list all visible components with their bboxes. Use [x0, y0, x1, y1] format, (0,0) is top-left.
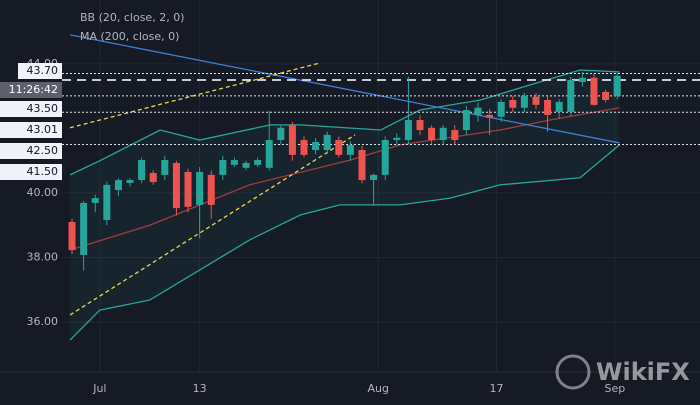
candle-body	[207, 174, 215, 205]
candle-body	[602, 91, 610, 101]
candle-body	[196, 171, 204, 205]
x-tick-label: 13	[193, 382, 207, 395]
candle-body	[138, 160, 146, 181]
candle-body	[462, 110, 470, 131]
price-label: 43.70	[27, 64, 59, 77]
candle-body	[242, 162, 250, 168]
y-tick-label: 38.00	[27, 250, 59, 263]
candle-body	[393, 137, 401, 141]
y-tick-label: 40.00	[27, 186, 59, 199]
candle-body	[613, 75, 621, 96]
indicator-line	[69, 144, 620, 341]
candle-body	[184, 171, 192, 207]
candle-body	[474, 107, 482, 115]
candle-body	[428, 127, 436, 141]
candle-body	[404, 120, 412, 141]
price-label: 43.50	[27, 102, 59, 115]
candle-body	[254, 160, 262, 165]
candle-body	[555, 101, 563, 112]
bb-fill	[70, 70, 620, 341]
x-tick-label: Aug	[368, 382, 389, 395]
candle-body	[335, 140, 343, 155]
candle-body	[346, 144, 354, 155]
candle-body	[80, 202, 88, 255]
legend-bb: BB (20, close, 2, 0)	[80, 11, 184, 24]
watermark: WikiFX	[596, 358, 690, 386]
candle-body	[219, 160, 227, 175]
indicator-line	[69, 69, 620, 176]
candle-body	[230, 160, 238, 165]
candle-body	[312, 141, 320, 151]
candle-body	[288, 124, 296, 155]
price-label: 42.50	[27, 144, 59, 157]
candle-body	[358, 150, 366, 181]
candle-body	[544, 100, 552, 115]
indicator-line	[69, 34, 620, 144]
price-label-box	[0, 164, 62, 180]
candle-body	[509, 100, 517, 108]
watermark-icon	[555, 354, 591, 390]
candle-body	[567, 80, 575, 112]
candle-body	[381, 140, 389, 175]
price-label-box	[18, 63, 62, 79]
indicator-line	[69, 134, 356, 316]
candle-body	[451, 130, 459, 141]
candle-body	[520, 95, 528, 108]
candle-body	[439, 127, 447, 141]
x-tick-label: Sep	[604, 382, 625, 395]
candle-body	[590, 77, 598, 105]
candle-body	[300, 140, 308, 155]
candle-body	[370, 174, 378, 181]
candle-body	[416, 120, 424, 131]
candle-body	[172, 162, 180, 209]
countdown-box	[0, 82, 62, 98]
price-label-box	[0, 122, 62, 138]
price-label: 43.01	[27, 123, 59, 136]
y-tick-label: 36.00	[27, 315, 59, 328]
candle-body	[578, 77, 586, 82]
price-label-box	[0, 101, 62, 117]
x-tick-label: 17	[490, 382, 504, 395]
candle-body	[126, 180, 134, 183]
candle-body	[91, 198, 99, 203]
legend-ma: MA (200, close, 0)	[80, 30, 179, 43]
candle-body	[114, 180, 122, 191]
price-label: 41.50	[27, 165, 59, 178]
candle-body	[149, 172, 157, 182]
candle-body	[532, 96, 540, 105]
candle-body	[103, 184, 111, 221]
candle-body	[265, 140, 273, 168]
candle-body	[68, 221, 76, 251]
candle-body	[277, 127, 285, 141]
candle-body	[161, 160, 169, 175]
candle-body	[323, 134, 331, 151]
x-tick-label: Jul	[92, 382, 106, 395]
candle-body	[497, 101, 505, 117]
candle-body	[486, 114, 494, 118]
indicator-line	[69, 107, 620, 251]
countdown: 11:26:42	[9, 83, 58, 96]
price-label-box	[0, 143, 62, 159]
